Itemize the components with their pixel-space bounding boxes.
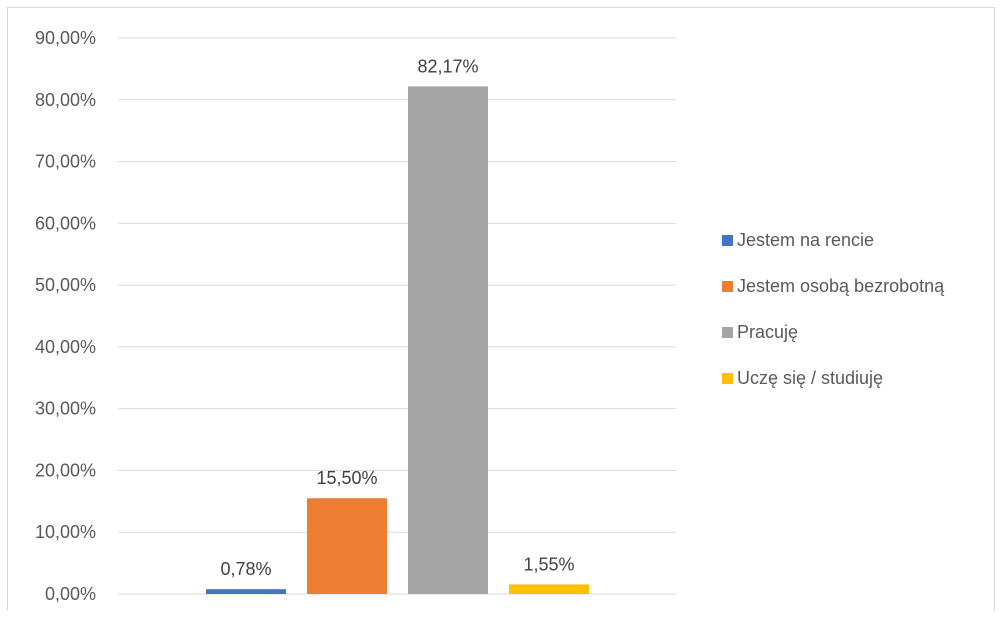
data-label: 0,78% [220,559,271,579]
bar [307,498,387,594]
y-axis-tick-labels: 0,00% 10,00% 20,00% 30,00% 40,00% 50,00% 60,00… [35,28,96,604]
bar [509,584,589,594]
legend-item: Jestem na rencie [722,228,944,252]
legend-label: Uczę się / studiuję [737,367,884,388]
data-labels: 0,78% 15,50% 82,17% 1,55% [220,56,574,579]
legend-item: Jestem osobą bezrobotną [722,274,944,298]
y-tick-label: 60,00% [35,213,96,233]
bar [206,589,286,594]
y-tick-label: 80,00% [35,90,96,110]
data-label: 1,55% [523,554,574,574]
legend-item: Uczę się / studiuję [722,366,944,390]
legend-swatch [722,234,733,246]
bars [206,86,589,594]
y-tick-label: 30,00% [35,399,96,419]
gridlines [118,37,676,595]
y-tick-label: 0,00% [45,584,96,604]
data-label: 15,50% [316,468,377,488]
y-tick-label: 20,00% [35,460,96,480]
legend: Jestem na rencie Jestem osobą bezrobotną P… [722,228,944,412]
legend-swatch [722,326,733,338]
y-tick-label: 90,00% [35,28,96,48]
legend-swatch [722,280,733,292]
chart-frame [7,7,995,611]
legend-item: Pracuję [722,320,944,344]
y-tick-label: 50,00% [35,275,96,295]
y-tick-label: 40,00% [35,337,96,357]
legend-label: Pracuję [737,321,799,342]
bar [408,86,488,594]
legend-label: Jestem na rencie [737,229,875,250]
data-label: 82,17% [417,56,478,76]
legend-label: Jestem osobą bezrobotną [737,275,945,296]
legend-swatch [722,372,733,384]
y-tick-label: 70,00% [35,152,96,172]
y-tick-label: 10,00% [35,522,96,542]
